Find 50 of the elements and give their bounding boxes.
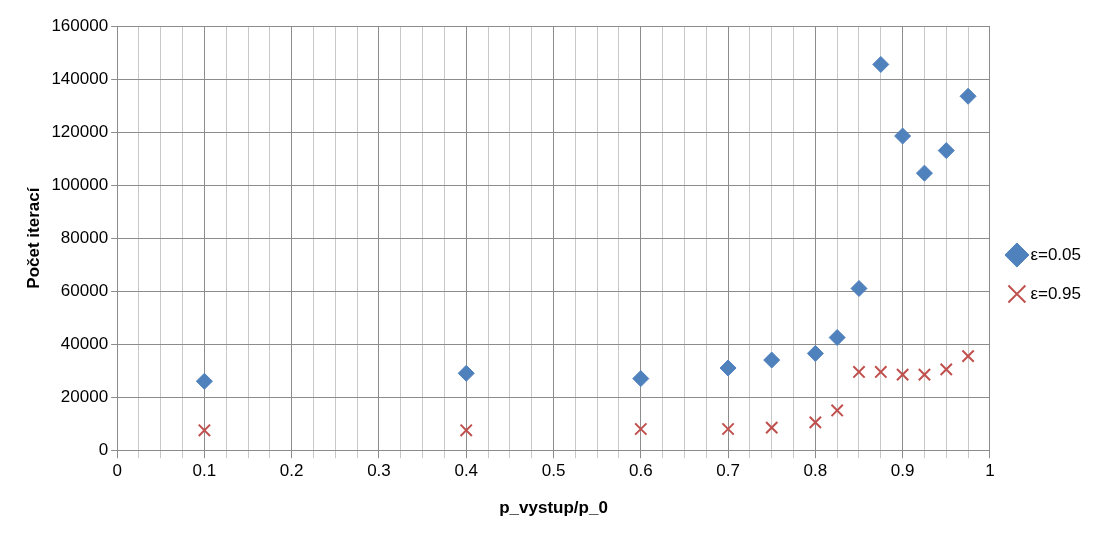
- y-tick-label: 100000: [51, 174, 109, 194]
- x-axis-title: p_vystup/p_0: [499, 498, 608, 518]
- point: [457, 364, 475, 382]
- point: [195, 372, 213, 390]
- point: [872, 55, 890, 73]
- point: [830, 403, 844, 418]
- point: [828, 329, 846, 347]
- point: [961, 349, 975, 363]
- y-tick-label: 20000: [60, 386, 109, 406]
- point: [632, 370, 650, 388]
- point: [459, 423, 473, 437]
- point: [939, 362, 953, 376]
- point: [197, 423, 212, 437]
- point: [895, 367, 910, 382]
- point: [959, 87, 977, 105]
- x-tick-label: 0.2: [279, 461, 304, 481]
- x-tick-label: 0.4: [454, 461, 479, 481]
- point: [874, 365, 888, 379]
- point: [850, 279, 868, 297]
- point: [721, 422, 735, 436]
- y-tick-label: 160000: [51, 15, 109, 35]
- y-tick-label: 80000: [60, 227, 109, 247]
- point: [634, 422, 648, 436]
- x-tick-label: 1: [985, 461, 995, 481]
- point: [763, 351, 781, 369]
- legend-label: ε=0.05: [1030, 244, 1081, 264]
- point: [915, 164, 933, 182]
- point: [765, 421, 779, 435]
- x-tick-label: 0.9: [890, 461, 915, 481]
- point: [917, 367, 932, 382]
- y-tick-label: 120000: [51, 121, 109, 141]
- y-tick-label: 60000: [60, 280, 109, 300]
- x-tick-label: 0: [112, 461, 122, 481]
- x-tick-label: 0.6: [628, 461, 653, 481]
- x-tick-label: 0.1: [192, 461, 217, 481]
- y-tick-label: 0: [98, 439, 109, 459]
- y-axis-title: Počet iterací: [23, 186, 43, 289]
- x-tick-label: 0.7: [716, 461, 740, 481]
- x-tick-label: 0.8: [803, 461, 828, 481]
- point: [806, 344, 824, 362]
- point: [894, 127, 912, 145]
- y-tick-label: 140000: [51, 68, 109, 88]
- point: [719, 359, 737, 377]
- x-tick-label: 0.3: [367, 461, 391, 481]
- point: [852, 365, 866, 379]
- legend-label: ε=0.95: [1030, 283, 1081, 303]
- y-tick-label: 40000: [60, 333, 109, 353]
- point: [937, 142, 955, 160]
- x-tick-label: 0.5: [541, 461, 566, 481]
- point: [808, 415, 823, 430]
